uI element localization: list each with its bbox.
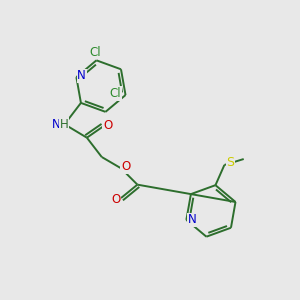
Text: O: O	[111, 193, 120, 206]
Text: N: N	[52, 118, 61, 131]
Text: O: O	[103, 119, 112, 132]
Text: N: N	[188, 213, 197, 226]
Text: Cl: Cl	[89, 46, 101, 59]
Text: O: O	[121, 160, 130, 173]
Text: N: N	[77, 69, 86, 82]
Text: Cl: Cl	[109, 87, 121, 100]
Text: H: H	[60, 118, 68, 131]
Text: S: S	[226, 156, 234, 169]
